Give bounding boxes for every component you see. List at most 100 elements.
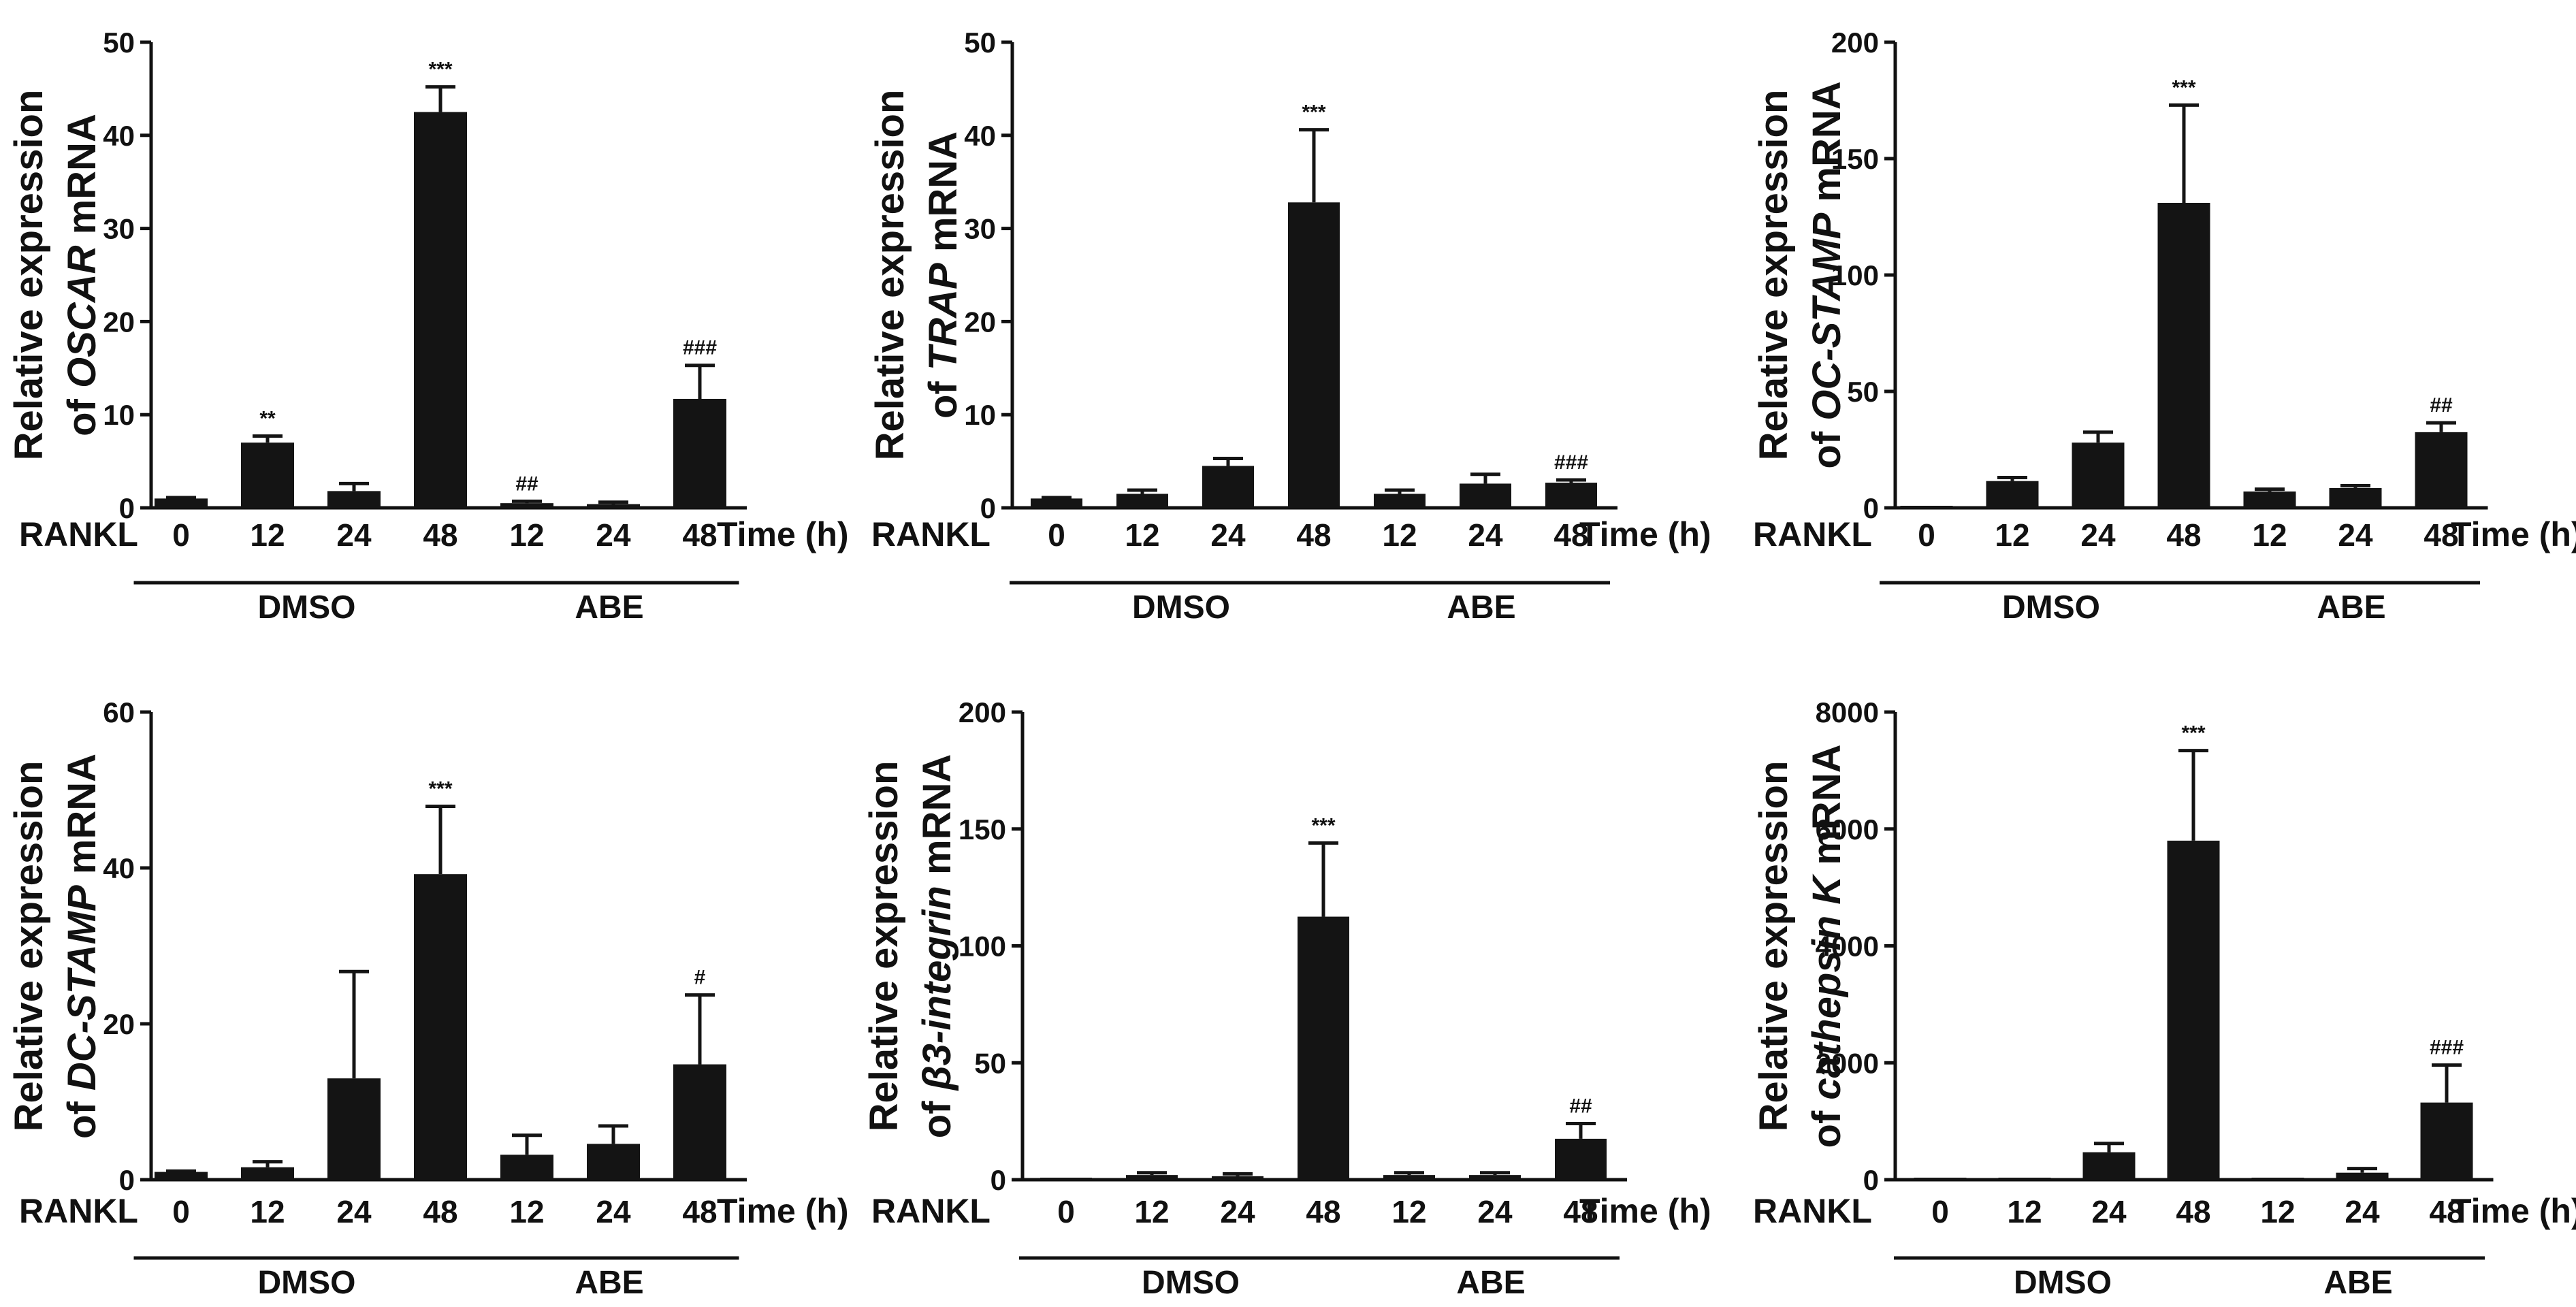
y-tick-label: 10 <box>103 399 135 431</box>
y-tick-label: 30 <box>103 213 135 245</box>
bar <box>500 503 553 508</box>
y-axis-label-line1: Relative expression <box>1752 90 1796 461</box>
y-axis-label-prefix: of <box>1805 1100 1849 1148</box>
y-tick-label: 30 <box>964 213 996 245</box>
x-tick-label: 24 <box>1210 517 1246 553</box>
x-unit-label: Time (h) <box>1579 515 1711 553</box>
x-tick-label: 24 <box>336 517 372 553</box>
significance-label: *** <box>1302 101 1325 124</box>
x-tick-label: 48 <box>682 517 717 553</box>
x-tick-label: 12 <box>1125 517 1159 553</box>
y-axis-label-line1: Relative expression <box>868 90 912 461</box>
bar <box>1460 483 1511 508</box>
bar <box>1212 1176 1263 1180</box>
y-tick-label: 150 <box>959 813 1006 845</box>
bar <box>241 1167 294 1180</box>
rankl-label: RANKL <box>19 1192 138 1230</box>
y-axis-label-line1: Relative expression <box>862 761 906 1132</box>
x-tick-label: 48 <box>423 1194 457 1229</box>
y-axis-label-prefix: of <box>1805 421 1849 469</box>
y-tick-label: 20 <box>103 306 135 338</box>
x-tick-label: 24 <box>2338 517 2373 553</box>
x-tick-label: 12 <box>1391 1194 1426 1229</box>
bar <box>1031 498 1082 508</box>
x-tick-label: 24 <box>2080 517 2116 553</box>
y-tick-label: 2000 <box>1816 1047 1879 1079</box>
y-axis-label-gene: OC-STAMP <box>1805 212 1849 420</box>
rankl-label: RANKL <box>871 515 991 553</box>
bar <box>2072 442 2125 508</box>
x-tick-label: 48 <box>1563 1194 1598 1229</box>
x-tick-label: 48 <box>423 517 457 553</box>
x-tick-label: 0 <box>1048 517 1065 553</box>
y-axis-label-suffix: mRNA <box>1805 745 1849 876</box>
chart-panel-4: 0 20 40 60 Relative expression of DC-STAMP mR… <box>7 696 849 1301</box>
x-tick-label: 48 <box>2424 517 2458 553</box>
x-unit-label: Time (h) <box>717 1192 849 1230</box>
bar <box>1374 494 1426 508</box>
y-tick-label: 40 <box>103 120 135 152</box>
bar <box>2243 491 2296 508</box>
y-axis-label-gene: cathepsin K <box>1805 873 1849 1100</box>
x-tick-label: 12 <box>509 1194 544 1229</box>
bar <box>1545 483 1597 508</box>
x-tick-label: 48 <box>1306 1194 1340 1229</box>
bar <box>1986 481 2039 508</box>
y-tick-label: 150 <box>1831 143 1879 175</box>
y-tick-label: 0 <box>1863 1164 1879 1196</box>
bar <box>1288 202 1340 508</box>
y-tick-label: 8000 <box>1816 696 1879 728</box>
bar <box>2157 202 2210 508</box>
bar <box>1900 506 1953 508</box>
bar <box>155 1172 208 1180</box>
y-tick-label: 40 <box>103 852 135 884</box>
y-tick-label: 0 <box>119 1164 135 1196</box>
x-tick-label: 12 <box>2252 517 2287 553</box>
bar <box>1126 1175 1178 1180</box>
group-label: DMSO <box>1132 590 1230 626</box>
y-axis-label-gene: DC-STAMP <box>60 885 104 1091</box>
significance-label: ## <box>1569 1095 1592 1118</box>
group-label: DMSO <box>2002 590 2100 626</box>
y-axis-label-prefix: of <box>60 1091 104 1139</box>
y-tick-label: 100 <box>959 931 1006 963</box>
x-tick-label: 48 <box>2429 1194 2464 1229</box>
bar <box>673 398 726 508</box>
y-axis-label-line2: of OC-STAMP mRNA <box>1805 81 1849 468</box>
rankl-label: RANKL <box>19 515 138 553</box>
group-label: ABE <box>1456 1265 1525 1301</box>
x-tick-label: 0 <box>172 1194 190 1229</box>
y-tick-label: 0 <box>1863 492 1879 524</box>
y-tick-label: 50 <box>103 27 135 59</box>
y-tick-label: 20 <box>964 306 996 338</box>
y-tick-label: 0 <box>119 492 135 524</box>
group-label: DMSO <box>258 1265 356 1301</box>
bar <box>1116 494 1168 508</box>
y-tick-label: 200 <box>1831 27 1879 59</box>
bar <box>241 442 294 508</box>
significance-label: *** <box>428 59 452 81</box>
y-axis-label-line1: Relative expression <box>1752 761 1796 1132</box>
y-axis-label-suffix: mRNA <box>915 754 959 886</box>
bar <box>500 1155 553 1180</box>
bar <box>2167 840 2220 1180</box>
y-tick-label: 60 <box>103 696 135 728</box>
x-tick-label: 12 <box>250 517 285 553</box>
bar <box>587 504 640 508</box>
x-tick-label: 24 <box>2091 1194 2127 1229</box>
bar <box>1298 916 1349 1180</box>
x-tick-label: 12 <box>1995 517 2029 553</box>
x-tick-label: 24 <box>2345 1194 2380 1229</box>
bar <box>1383 1175 1435 1180</box>
x-tick-label: 12 <box>2260 1194 2295 1229</box>
y-tick-label: 50 <box>974 1047 1006 1079</box>
chart-panel-6: 0 2000 4000 6000 8000 Relative expression of c… <box>1752 696 2576 1301</box>
x-tick-label: 12 <box>509 517 544 553</box>
bar <box>1914 1178 1967 1180</box>
y-tick-label: 0 <box>980 492 996 524</box>
x-unit-label: Time (h) <box>2451 1192 2576 1230</box>
y-axis-label-prefix: of <box>60 388 104 436</box>
y-axis-label-line2: of OSCAR mRNA <box>60 114 104 436</box>
y-tick-label: 50 <box>964 27 996 59</box>
x-tick-label: 12 <box>2007 1194 2042 1229</box>
